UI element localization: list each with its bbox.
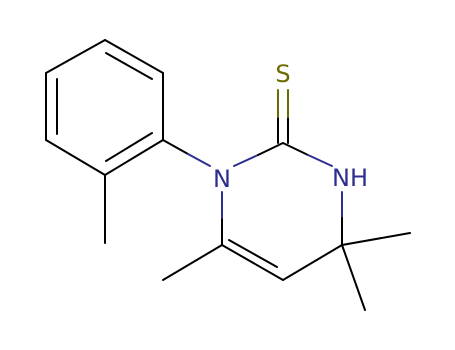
atom-label: NH — [332, 164, 368, 192]
bonds — [45, 39, 411, 311]
atom-label: S — [275, 60, 290, 88]
atom-label: N — [213, 165, 231, 193]
